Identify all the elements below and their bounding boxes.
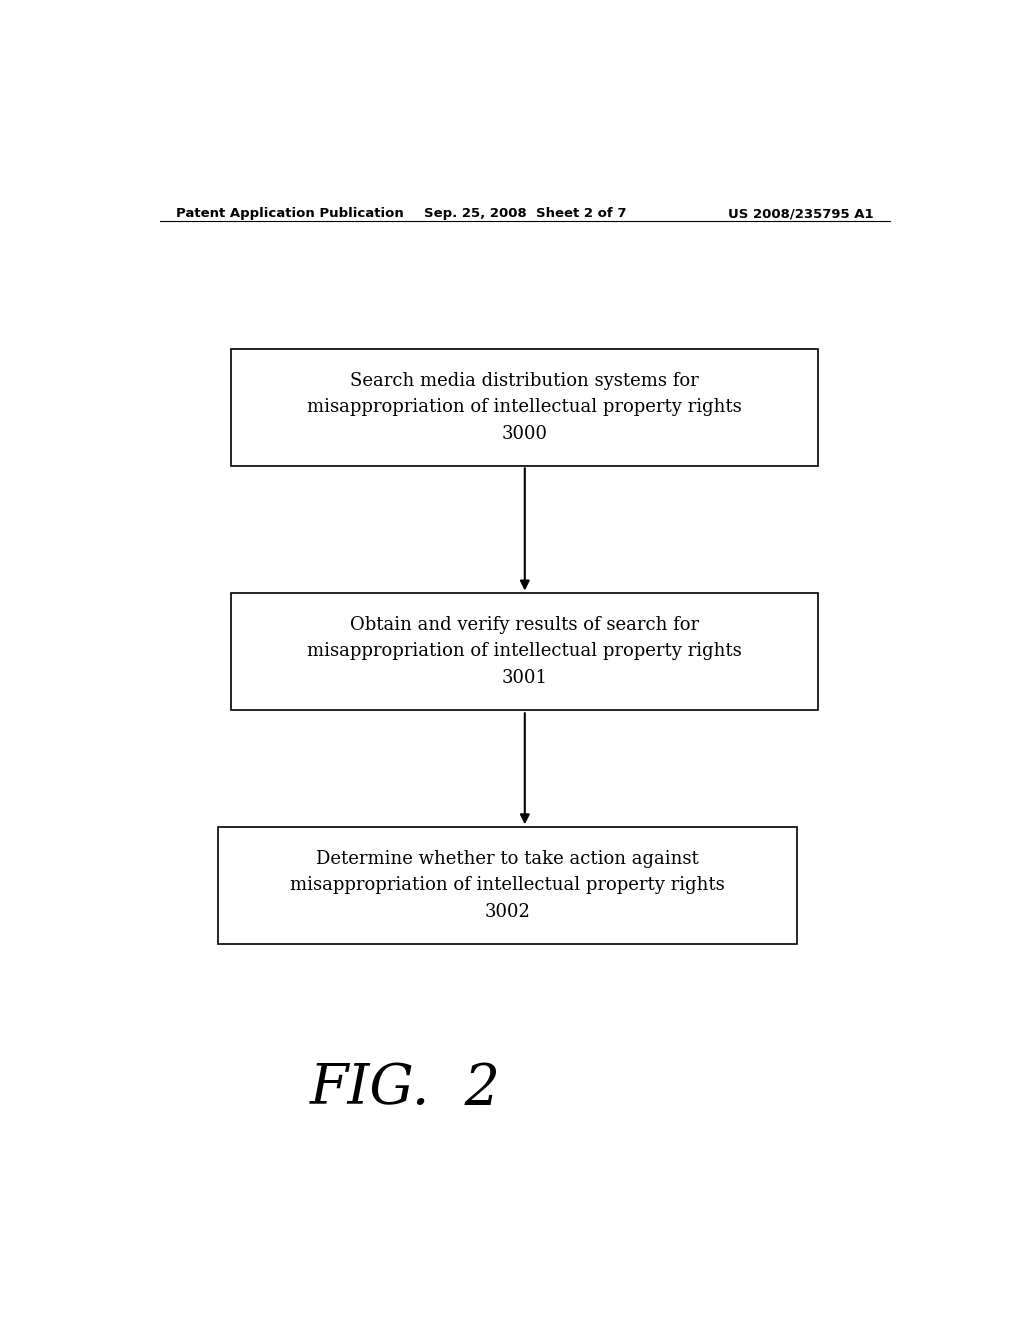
Text: US 2008/235795 A1: US 2008/235795 A1 [728,207,873,220]
Text: Patent Application Publication: Patent Application Publication [176,207,403,220]
Bar [231,348,818,466]
Bar [231,593,818,710]
Text: 3001: 3001 [502,669,548,686]
Text: Determine whether to take action against: Determine whether to take action against [316,850,698,867]
Text: misappropriation of intellectual property rights: misappropriation of intellectual propert… [290,876,725,894]
Bar [218,826,797,944]
Text: Search media distribution systems for: Search media distribution systems for [350,372,699,389]
Text: Obtain and verify results of search for: Obtain and verify results of search for [350,616,699,634]
Text: misappropriation of intellectual property rights: misappropriation of intellectual propert… [307,399,742,416]
Text: misappropriation of intellectual property rights: misappropriation of intellectual propert… [307,643,742,660]
Text: FIG.  2: FIG. 2 [310,1061,501,1115]
Text: Sep. 25, 2008  Sheet 2 of 7: Sep. 25, 2008 Sheet 2 of 7 [424,207,626,220]
Text: 3000: 3000 [502,425,548,442]
Text: 3002: 3002 [484,903,530,920]
